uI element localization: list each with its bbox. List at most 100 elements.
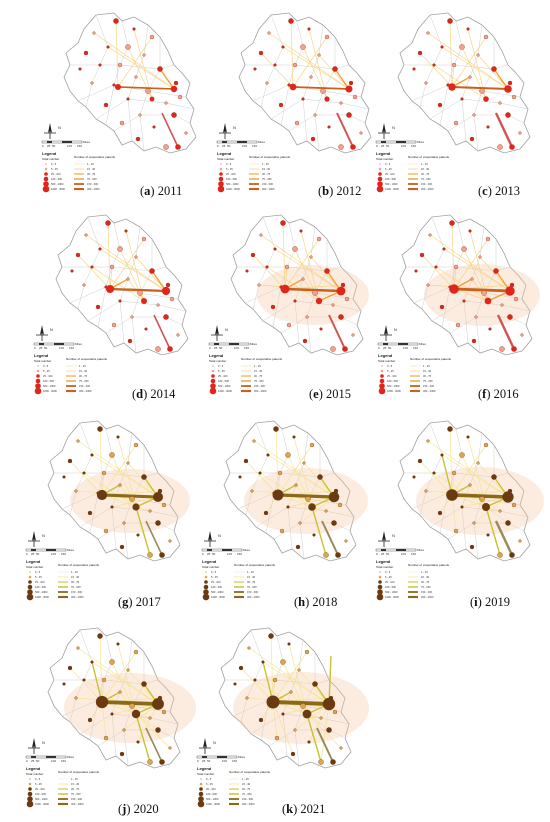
- cooperation-link: [115, 20, 119, 88]
- scale-tick-label: 100: [242, 144, 247, 148]
- district-boundary: [87, 300, 187, 322]
- legend-link-class: 30 - 75: [262, 172, 271, 176]
- region-boundary: [399, 214, 533, 356]
- city-node: [152, 125, 156, 129]
- cooperation-link: [311, 506, 327, 556]
- city-node: [518, 131, 522, 135]
- cooperation-link: [316, 727, 334, 763]
- city-node: [278, 102, 284, 108]
- city-node: [323, 552, 329, 558]
- city-node: [238, 475, 242, 479]
- scale-tick-label: 0: [202, 552, 204, 556]
- legend-node-class: 0 - 5: [35, 777, 41, 781]
- city-node: [497, 144, 503, 150]
- caption-g: (g) 2017: [118, 595, 161, 609]
- scale-tick-label: 150: [61, 759, 66, 763]
- city-node: [469, 544, 475, 550]
- district-boundary: [250, 713, 350, 735]
- map-panel-j: N 0 25 50 100 150 Miles Legend Total number Numbe…: [22, 620, 200, 810]
- legend-node-symbol: [27, 791, 33, 797]
- hub-node: [336, 286, 346, 296]
- district-boundary: [113, 114, 191, 132]
- cooperation-link: [449, 428, 453, 496]
- region-boundary: [218, 627, 352, 769]
- city-node: [119, 751, 125, 757]
- city-node: [101, 470, 107, 476]
- legend-node-class: 100 - 500: [206, 792, 218, 796]
- legend-link-class: 15 - 30: [421, 575, 430, 579]
- hub-node: [132, 503, 140, 511]
- city-node: [460, 505, 464, 509]
- legend-node-class: 5 - 25: [387, 369, 394, 373]
- legend-node-class: 25 - 100: [211, 580, 221, 584]
- legend-patents-label: Number of cooperative patents: [58, 563, 100, 567]
- city-node: [324, 34, 330, 40]
- city-node: [505, 112, 511, 118]
- hub-node: [505, 286, 515, 296]
- city-node: [286, 505, 290, 509]
- legend-node-symbol: [379, 383, 385, 389]
- legend-node-symbol: [381, 365, 383, 367]
- city-node: [290, 751, 296, 757]
- cooperation-link: [69, 667, 103, 703]
- city-node: [459, 452, 465, 458]
- city-node: [273, 426, 279, 432]
- scale-tick-label: 100: [403, 346, 408, 350]
- legend-link-class: 1 - 15: [79, 364, 86, 368]
- north-arrow-cross: [378, 127, 390, 139]
- city-node: [95, 304, 101, 310]
- hub-node: [161, 286, 171, 296]
- legend-link-class: 1 - 15: [254, 364, 261, 368]
- city-node: [472, 521, 476, 525]
- legend-node-class: 1000 - 3000: [206, 802, 220, 806]
- legend-node-symbol: [209, 387, 217, 395]
- city-node: [98, 247, 102, 251]
- legend-link-class: 1 - 15: [421, 162, 428, 166]
- legend-node-symbol: [376, 185, 384, 193]
- hub-node: [448, 83, 456, 91]
- scale-tick-label: 0: [209, 346, 211, 350]
- legend-title: Legend: [202, 559, 217, 564]
- scale-bar-segment: [396, 549, 406, 551]
- cooperation-link: [473, 496, 509, 524]
- legend-total-number-label: Total number: [197, 772, 214, 776]
- hub-node: [328, 491, 340, 503]
- legend-patents-label: Number of cooperative patents: [241, 357, 283, 361]
- legend-link-class: 1 - 15: [262, 162, 269, 166]
- city-node: [359, 131, 363, 135]
- scale-tick-label: 25: [31, 759, 35, 763]
- city-node: [98, 63, 102, 67]
- map-area: [223, 420, 368, 562]
- density-halo: [64, 673, 196, 743]
- cooperation-link: [107, 222, 111, 290]
- hub-node: [483, 96, 489, 102]
- city-node: [471, 338, 477, 344]
- city-node: [287, 642, 291, 646]
- city-node: [324, 509, 328, 513]
- city-node: [126, 668, 130, 672]
- cooperation-link: [270, 635, 274, 703]
- city-node: [238, 665, 244, 671]
- city-node: [305, 496, 311, 502]
- cooperation-link: [485, 506, 509, 524]
- city-node: [478, 255, 482, 259]
- city-node: [125, 44, 131, 50]
- city-node: [293, 299, 297, 303]
- city-node: [424, 81, 428, 85]
- city-node: [319, 716, 323, 720]
- cooperation-link: [306, 713, 342, 749]
- city-node: [144, 327, 148, 331]
- legend-node-class: 0 - 5: [43, 364, 49, 368]
- north-label: N: [392, 533, 395, 538]
- legend-link-class: 150 - 300: [242, 797, 254, 801]
- legend-node-symbol: [37, 365, 39, 367]
- hub-node: [167, 346, 173, 352]
- city-node: [440, 453, 444, 457]
- city-node: [149, 34, 155, 40]
- city-node: [426, 439, 430, 443]
- city-node: [338, 144, 344, 150]
- legend-total-number-label: Total number: [217, 157, 234, 161]
- district-boundary: [429, 506, 529, 528]
